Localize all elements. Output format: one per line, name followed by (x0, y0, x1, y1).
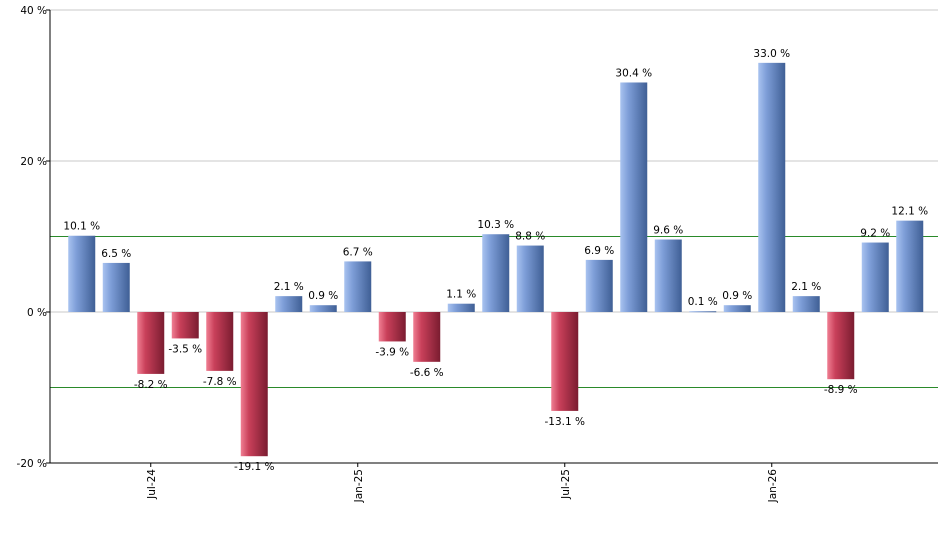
bar-value-label-Aug-24: -8.2 % (134, 379, 168, 391)
bar-Aug-25 (551, 312, 579, 411)
bar-Aug-24 (137, 312, 165, 374)
bar-Jun-26 (896, 220, 924, 312)
bar-value-label-Mar-25: -3.9 % (375, 346, 409, 358)
bar-value-label-Oct-25: 30.4 % (615, 67, 652, 79)
bar-Oct-25 (620, 82, 648, 312)
bar-value-label-May-25: 1.1 % (446, 289, 476, 301)
x-tick-label-Jul-24: Jul-24 (146, 469, 158, 500)
bar-Feb-26 (758, 62, 786, 312)
bar-Jun-25 (482, 234, 510, 312)
bar-value-label-Apr-26: -8.9 % (824, 384, 858, 396)
bar-value-label-Oct-24: -7.8 % (203, 376, 237, 388)
bar-Jan-26 (723, 305, 751, 312)
x-tick-label-Jan-25: Jan-25 (353, 469, 365, 503)
bar-Nov-25 (654, 239, 682, 312)
bar-value-label-Jan-26: 0.9 % (722, 290, 752, 302)
bar-value-label-Jun-25: 10.3 % (477, 219, 514, 231)
bar-May-25 (447, 303, 475, 312)
bar-Jul-25 (516, 245, 544, 312)
bar-value-label-Nov-25: 9.6 % (653, 225, 683, 237)
bar-value-label-Dec-24: 2.1 % (274, 281, 304, 293)
bar-Jul-24 (102, 262, 130, 312)
bar-value-label-Feb-25: 6.7 % (343, 246, 373, 258)
bar-value-label-Jul-24: 6.5 % (101, 248, 131, 260)
bar-Sep-25 (585, 259, 613, 312)
bar-value-label-Jan-25: 0.9 % (308, 290, 338, 302)
bar-Oct-24 (206, 312, 234, 371)
bar-Feb-25 (344, 261, 372, 312)
y-tick-label-3: -20 % (17, 458, 47, 470)
bar-Jun-24 (68, 235, 96, 312)
bar-Apr-25 (413, 312, 441, 362)
axes (46, 9, 938, 467)
bar-value-label-May-26: 9.2 % (860, 228, 890, 240)
bar-Apr-26 (827, 312, 855, 380)
bar-value-label-Feb-26: 33.0 % (753, 48, 790, 60)
bar-value-label-Mar-26: 2.1 % (791, 281, 821, 293)
y-tick-label-2: 0 % (27, 307, 47, 319)
bar-value-label-Sep-24: -3.5 % (168, 343, 202, 355)
bar-Mar-26 (792, 296, 820, 312)
bar-Sep-24 (171, 312, 199, 339)
y-tick-label-1: 20 % (20, 156, 47, 168)
bar-value-label-Dec-25: 0.1 % (688, 296, 718, 308)
bar-value-label-Jun-26: 12.1 % (891, 206, 928, 218)
bars (68, 62, 924, 457)
bar-May-26 (861, 242, 889, 312)
bar-value-label-Nov-24: -19.1 % (234, 461, 275, 473)
bar-Jan-25 (309, 305, 337, 312)
bar-Mar-25 (378, 312, 406, 342)
bar-value-label-Jun-24: 10.1 % (63, 221, 100, 233)
bar-value-label-Apr-25: -6.6 % (410, 367, 444, 379)
bar-value-label-Jul-25: 8.8 % (515, 231, 545, 243)
bar-Nov-24 (240, 312, 268, 457)
x-tick-label-Jul-25: Jul-25 (560, 469, 572, 500)
bar-Dec-24 (275, 296, 303, 312)
bar-value-label-Sep-25: 6.9 % (584, 245, 614, 257)
labels: 40 % 20 % 0 % -20 % 10.1 % 6.5 % -8.2 % -3.5 % -… (17, 5, 929, 503)
bar-value-label-Aug-25: -13.1 % (545, 416, 586, 428)
x-tick-label-Jan-26: Jan-26 (767, 469, 779, 504)
y-tick-label-0: 40 % (20, 5, 47, 17)
bar-Dec-25 (689, 311, 717, 313)
